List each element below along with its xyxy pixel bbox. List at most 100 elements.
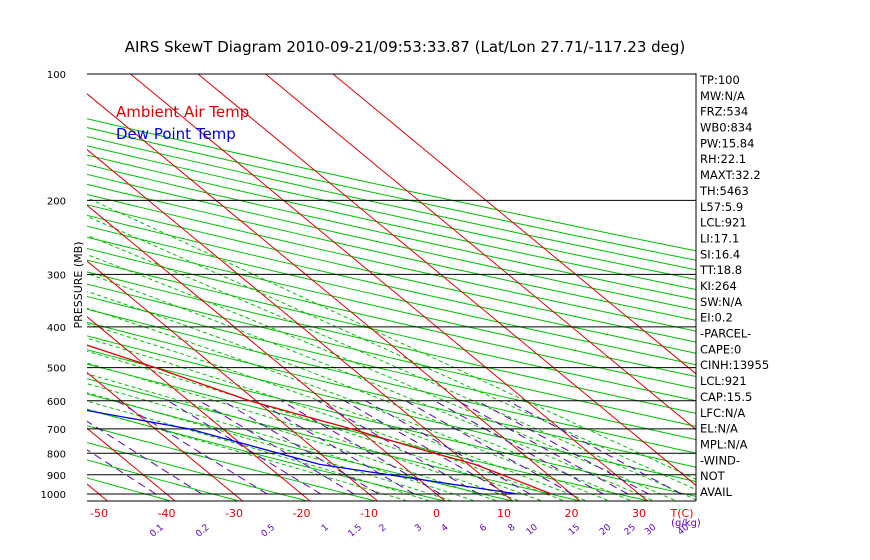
dry-adiabat xyxy=(87,183,696,321)
isotherm xyxy=(87,148,514,501)
bottom-temp-tick-label: -20 xyxy=(293,507,311,520)
index-entry: NOT xyxy=(700,469,726,483)
dry-adiabat xyxy=(87,425,378,501)
dry-adiabat xyxy=(87,271,696,414)
moist-adiabat xyxy=(87,197,696,480)
dew-point-curve xyxy=(87,409,518,495)
pressure-tick-label: 100 xyxy=(47,70,66,81)
index-entry: SW:N/A xyxy=(700,295,742,309)
bottom-axis-unit-label: T(C) xyxy=(670,507,694,520)
bottom-temp-tick-label: -40 xyxy=(158,507,176,520)
index-entry: LI:17.1 xyxy=(700,232,739,246)
bottom-temp-tick-label: 30 xyxy=(632,507,646,520)
moist-adiabat xyxy=(87,373,499,501)
legend-entry: Ambient Air Temp xyxy=(116,103,249,121)
isotherm xyxy=(87,316,311,501)
moist-adiabat xyxy=(87,337,566,501)
index-entry: EI:0.2 xyxy=(700,311,733,325)
moist-adiabat xyxy=(87,392,454,501)
pressure-tick-label: 500 xyxy=(47,364,66,375)
dry-adiabat xyxy=(87,459,241,501)
index-entry: TP:100 xyxy=(699,73,740,87)
index-entry: KI:264 xyxy=(700,279,737,293)
pressure-tick-label: 900 xyxy=(47,471,66,482)
mixing-ratio-label: 4 xyxy=(440,522,451,534)
dry-adiabat xyxy=(87,214,696,354)
dry-adiabat xyxy=(87,204,696,343)
index-entry: CAP:15.5 xyxy=(700,390,752,404)
moist-adiabat xyxy=(87,254,678,501)
legend-entry: Dew Point Temp xyxy=(116,125,236,143)
moist-adiabat xyxy=(87,234,696,501)
isotherm xyxy=(265,73,696,431)
index-entry: EL:N/A xyxy=(700,422,738,436)
mixing-ratio-label: 0.5 xyxy=(260,523,277,540)
mixing-ratio-label: 10 xyxy=(525,522,540,537)
dry-adiabat xyxy=(87,145,696,281)
dry-adiabat xyxy=(87,193,696,332)
isotherm xyxy=(0,74,42,503)
mixing-ratio-label: 6 xyxy=(478,522,489,534)
dry-adiabat xyxy=(87,441,310,501)
index-entry: SI:16.4 xyxy=(700,247,740,261)
mixing-ratio-label: 3 xyxy=(413,523,424,534)
dry-adiabat xyxy=(87,259,696,402)
index-entry: MAXT:32.2 xyxy=(700,168,761,182)
isotherm xyxy=(87,260,379,501)
pressure-tick-label: 200 xyxy=(47,196,66,207)
legend: Ambient Air Temp Dew Point Temp xyxy=(116,103,249,143)
bottom-temp-tick-label: -30 xyxy=(225,507,243,520)
mixing-ratio-label: 25 xyxy=(623,523,638,538)
dry-adiabat xyxy=(87,295,696,441)
mixing-ratio-label: 30 xyxy=(643,522,658,537)
mixing-ratio-line xyxy=(87,449,157,495)
index-entry: CINH:13955 xyxy=(700,358,769,372)
pressure-tick-label: 1000 xyxy=(41,490,66,501)
grid-layer xyxy=(0,73,696,503)
mixing-ratio-label: 1 xyxy=(320,523,331,534)
index-entry: MPL:N/A xyxy=(700,438,748,452)
pressure-tick-label: 600 xyxy=(47,397,66,408)
moist-adiabat xyxy=(87,307,611,501)
mixing-ratio-label: 2 xyxy=(378,523,389,534)
dry-adiabat xyxy=(87,118,696,252)
isotherm xyxy=(87,371,244,501)
isotherm xyxy=(130,73,649,501)
air-temp-curve xyxy=(87,344,552,495)
isotherm xyxy=(332,73,696,375)
dry-adiabat xyxy=(87,349,696,497)
dry-adiabat xyxy=(87,173,696,311)
dry-adiabat xyxy=(87,409,446,501)
index-entry: WB0:834 xyxy=(700,121,752,135)
moist-adiabat xyxy=(87,215,696,491)
dry-adiabat xyxy=(87,321,696,468)
index-entry: LCL:921 xyxy=(700,216,747,230)
y-axis-label: PRESSURE (MB) xyxy=(72,242,85,329)
dry-adiabat xyxy=(87,127,696,261)
chart-title: AIRS SkewT Diagram 2010-09-21/09:53:33.8… xyxy=(125,38,686,56)
bottom-temp-tick-label: 0 xyxy=(433,507,440,520)
index-entry: PW:15.84 xyxy=(700,136,754,150)
index-entry: LFC:N/A xyxy=(700,406,745,420)
moist-adiabat xyxy=(87,323,589,501)
bottom-temp-tick-label: 10 xyxy=(497,507,511,520)
dry-adiabat xyxy=(87,154,696,290)
index-entry: TT:18.8 xyxy=(699,263,742,277)
dry-adiabat xyxy=(87,363,651,501)
pressure-tick-label: 800 xyxy=(47,449,66,460)
pressure-tick-label: 400 xyxy=(47,323,66,334)
mixing-ratio-label: 20 xyxy=(598,522,613,537)
moist-adiabat xyxy=(87,272,656,501)
bottom-temp-tick-label: -10 xyxy=(360,507,378,520)
bottom-temp-tick-label: 20 xyxy=(565,507,579,520)
index-entry: -PARCEL- xyxy=(700,327,751,341)
dry-adiabat xyxy=(87,393,515,501)
dry-adiabat xyxy=(87,308,696,454)
index-entry: MW:N/A xyxy=(700,89,745,103)
isotherm xyxy=(197,73,696,486)
index-entry: RH:22.1 xyxy=(700,152,746,166)
index-entry: L57:5.9 xyxy=(700,200,743,214)
series-layer xyxy=(87,344,552,495)
